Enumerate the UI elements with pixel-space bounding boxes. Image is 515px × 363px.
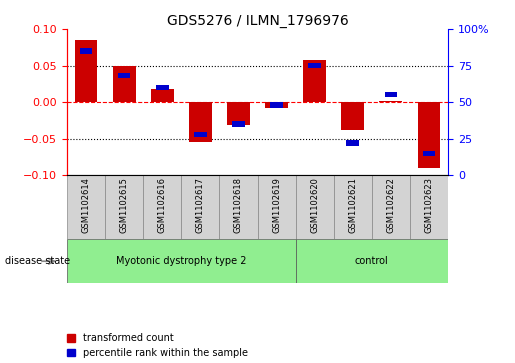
Bar [67,175,105,239]
Text: GSM1102618: GSM1102618 [234,177,243,233]
Bar [308,63,321,68]
Bar [80,48,92,53]
Text: GSM1102621: GSM1102621 [348,177,357,233]
Bar [380,101,402,102]
Bar [105,175,143,239]
Text: GSM1102615: GSM1102615 [119,177,129,233]
Bar [296,239,448,283]
Bar [67,239,296,283]
Text: disease state: disease state [5,256,70,266]
Bar [341,102,364,130]
Bar [385,92,397,97]
Text: GSM1102614: GSM1102614 [81,177,91,233]
Bar [232,121,245,127]
Bar [156,85,168,90]
Text: control: control [355,256,389,266]
Bar [219,175,258,239]
Bar [227,102,250,126]
Text: GSM1102619: GSM1102619 [272,177,281,233]
Bar [258,175,296,239]
Title: GDS5276 / ILMN_1796976: GDS5276 / ILMN_1796976 [167,14,348,28]
Bar [151,89,174,102]
Text: GSM1102623: GSM1102623 [424,177,434,233]
Bar [143,175,181,239]
Text: GSM1102617: GSM1102617 [196,177,205,233]
Legend: transformed count, percentile rank within the sample: transformed count, percentile rank withi… [66,333,248,358]
Bar [334,175,372,239]
Bar [423,151,435,156]
Bar [270,102,283,107]
Bar [113,66,135,102]
Text: Myotonic dystrophy type 2: Myotonic dystrophy type 2 [116,256,247,266]
Text: GSM1102620: GSM1102620 [310,177,319,233]
Bar [347,140,359,146]
Bar [296,175,334,239]
Bar [75,40,97,102]
Bar [265,102,288,108]
Bar [181,175,219,239]
Bar [194,132,207,137]
Bar [189,102,212,142]
Text: GSM1102622: GSM1102622 [386,177,396,233]
Text: GSM1102616: GSM1102616 [158,177,167,233]
Bar [372,175,410,239]
Bar [118,73,130,78]
Bar [418,102,440,168]
Bar [410,175,448,239]
Bar [303,60,326,102]
